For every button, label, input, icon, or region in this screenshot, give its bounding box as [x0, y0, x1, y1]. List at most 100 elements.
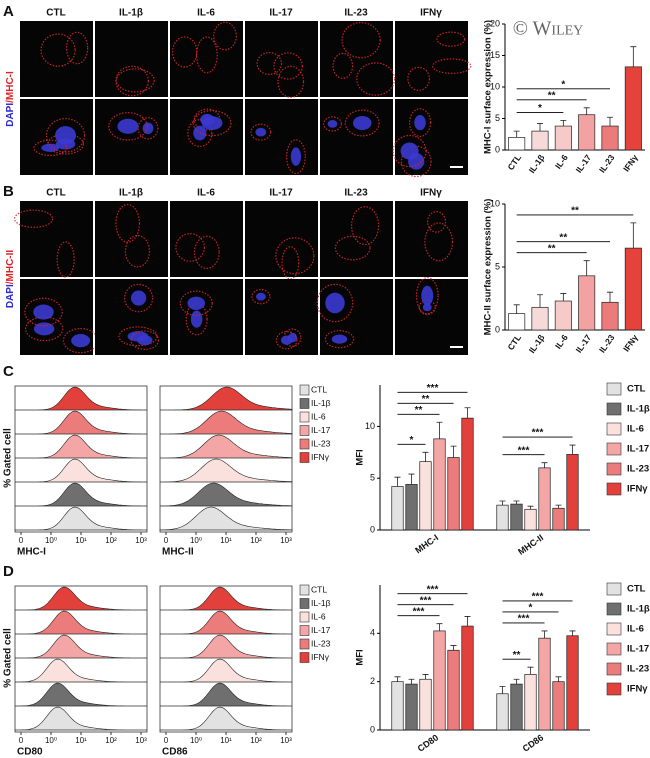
condition-label: IL-17	[269, 188, 293, 199]
histogram-curve	[15, 506, 147, 531]
histogram-legend-label: IL-23	[311, 638, 331, 648]
legend-swatch	[606, 402, 622, 416]
histogram-curve	[160, 410, 293, 435]
error-bar	[450, 445, 457, 458]
cell-membrane	[45, 118, 86, 153]
cell-membrane	[13, 209, 54, 228]
nucleus	[421, 285, 434, 306]
error-bar	[464, 407, 471, 419]
bar	[405, 484, 418, 531]
histogram-tick-label: 10¹	[75, 536, 87, 545]
nucleus	[352, 115, 372, 131]
x-tick-label: CD86	[521, 732, 546, 753]
cell-membrane	[436, 31, 466, 47]
error-bar	[569, 630, 576, 636]
x-tick-label: MHC-II	[516, 532, 545, 557]
error-bar	[436, 623, 443, 631]
cell-membrane	[273, 52, 303, 80]
x-tick-label: IFNγ	[621, 152, 640, 173]
micrograph	[245, 201, 318, 277]
stain-label: DAPI/MHC-II	[5, 250, 16, 309]
histogram-tick-label: 10²	[250, 536, 262, 545]
error-bar	[513, 678, 520, 685]
x-tick-label: IL-17	[574, 152, 594, 174]
y-axis-label: MFI	[355, 449, 366, 465]
significance-label: *	[410, 435, 414, 446]
histogram-legend-swatch	[299, 652, 310, 663]
legend-label: IFNγ	[627, 484, 648, 495]
histogram-tick-label: 0	[19, 736, 24, 745]
legend-swatch	[606, 642, 622, 656]
histogram-xlabel: CD80	[17, 747, 43, 758]
y-tick-label: 15	[490, 50, 500, 60]
histogram-legend-swatch	[299, 611, 310, 623]
histogram-tick-label: 10³	[280, 536, 292, 545]
histogram-legend-swatch	[299, 398, 310, 409]
histogram-legend-swatch	[299, 638, 310, 650]
y-axis-label: MHC-I surface expression (%)	[483, 20, 494, 154]
histogram-tick-label: 0	[164, 536, 169, 545]
histogram-legend-label: IL-6	[311, 411, 326, 421]
bar	[601, 301, 619, 331]
nucleus	[325, 292, 345, 314]
stain-label: DAPI/MHC-I	[5, 71, 16, 127]
error-bar	[583, 107, 590, 115]
cell-membrane	[193, 235, 220, 269]
error-bar	[569, 444, 576, 455]
cell-membrane	[350, 206, 380, 246]
histogram-tick-label: 10⁰	[45, 736, 57, 745]
x-tick-label: IL-6	[553, 332, 570, 350]
y-tick-label: 4	[370, 628, 375, 638]
cell-membrane	[286, 139, 306, 175]
cell-membrane	[256, 51, 283, 76]
error-bar	[499, 500, 506, 506]
cell-membrane	[344, 109, 380, 137]
legend-label: IL-1β	[627, 404, 650, 415]
error-bar	[499, 686, 506, 694]
legend-swatch	[606, 422, 622, 436]
cell-membrane	[185, 302, 208, 336]
micrograph	[320, 279, 393, 355]
micrograph	[245, 279, 318, 355]
bar	[524, 674, 537, 731]
nucleus	[187, 296, 206, 310]
legend-label: IL-23	[627, 664, 649, 675]
histogram-legend-swatch	[299, 584, 310, 596]
error-bar	[555, 504, 562, 509]
nucleus	[280, 335, 293, 345]
cell-membrane	[323, 116, 343, 132]
bar	[578, 114, 596, 151]
significance-label: *	[529, 603, 533, 614]
histogram-legend-label: IL-23	[311, 438, 331, 448]
cell-membrane	[418, 299, 436, 316]
cell-membrane	[171, 36, 198, 68]
error-bar	[394, 676, 401, 682]
cell-membrane	[24, 316, 64, 342]
histogram-legend-swatch	[299, 411, 310, 423]
legend-label: IL-1β	[627, 604, 650, 615]
micrograph	[20, 21, 93, 97]
cell-membrane	[65, 31, 89, 65]
histogram-curve	[160, 386, 293, 411]
bar	[531, 130, 549, 151]
cell-membrane	[187, 119, 213, 148]
bar	[510, 503, 523, 531]
nucleus	[71, 334, 91, 348]
bar	[508, 313, 526, 331]
x-tick-label: IL-1β	[527, 153, 547, 175]
condition-label: IL-1β	[119, 8, 143, 19]
cell-membrane	[175, 233, 205, 262]
micrograph	[95, 21, 168, 97]
cell-membrane	[408, 108, 432, 137]
micrograph	[95, 99, 168, 175]
nucleus	[117, 118, 139, 134]
cell-membrane	[124, 234, 151, 268]
histogram-curve	[160, 658, 292, 683]
stain-dapi: DAPI	[5, 103, 16, 127]
histogram-legend-swatch	[299, 452, 310, 463]
histogram-curve	[15, 458, 147, 483]
condition-label: IL-6	[197, 188, 215, 199]
bar	[624, 247, 642, 331]
legend-label: IL-23	[627, 464, 649, 475]
